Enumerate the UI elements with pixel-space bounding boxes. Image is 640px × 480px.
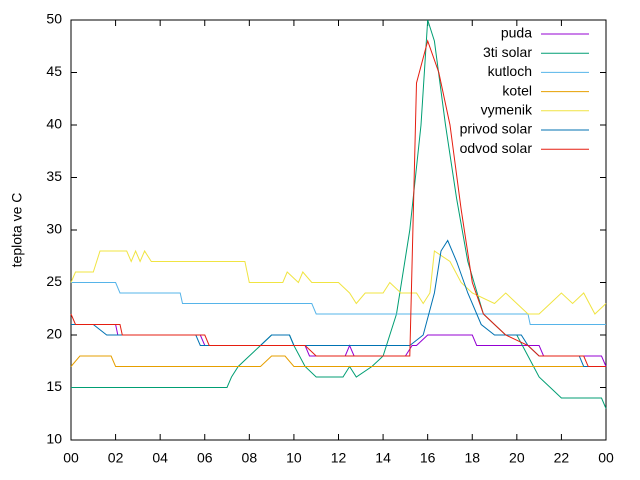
y-tick-label: 40 (46, 116, 62, 132)
x-tick-label: 06 (197, 450, 213, 466)
y-tick-label: 50 (46, 11, 62, 27)
series-line (70, 355, 606, 367)
legend-label: vymenik (481, 102, 533, 118)
legend-label: kutloch (488, 63, 532, 79)
y-tick-label: 10 (46, 431, 62, 447)
x-tick-label: 14 (375, 450, 391, 466)
series-line (71, 239, 606, 367)
y-tick-label: 15 (46, 378, 62, 394)
legend-label: kotel (502, 82, 532, 98)
x-tick-label: 08 (242, 450, 258, 466)
y-axis-label: teplota ve C (9, 193, 25, 268)
y-tick-label: 20 (46, 326, 62, 342)
x-tick-label: 16 (420, 450, 436, 466)
x-tick-label: 12 (331, 450, 347, 466)
x-tick-label: 10 (286, 450, 302, 466)
x-tick-label: 20 (509, 450, 525, 466)
x-tick-label: 18 (464, 450, 480, 466)
y-tick-label: 35 (46, 168, 62, 184)
series-line (71, 282, 606, 325)
legend-label: odvod solar (460, 140, 533, 156)
x-tick-label: 22 (554, 450, 570, 466)
y-tick-label: 25 (46, 273, 62, 289)
legend-label: puda (501, 25, 532, 41)
series-line (70, 249, 607, 315)
x-tick-label: 02 (108, 450, 124, 466)
series-line (70, 39, 606, 367)
y-tick-label: 30 (46, 221, 62, 237)
x-tick-label: 04 (152, 450, 168, 466)
legend-label: 3ti solar (483, 44, 532, 60)
y-tick-label: 45 (46, 63, 62, 79)
x-tick-label: 00 (63, 450, 79, 466)
x-tick-label: 00 (598, 450, 614, 466)
legend-label: privod solar (460, 121, 533, 137)
